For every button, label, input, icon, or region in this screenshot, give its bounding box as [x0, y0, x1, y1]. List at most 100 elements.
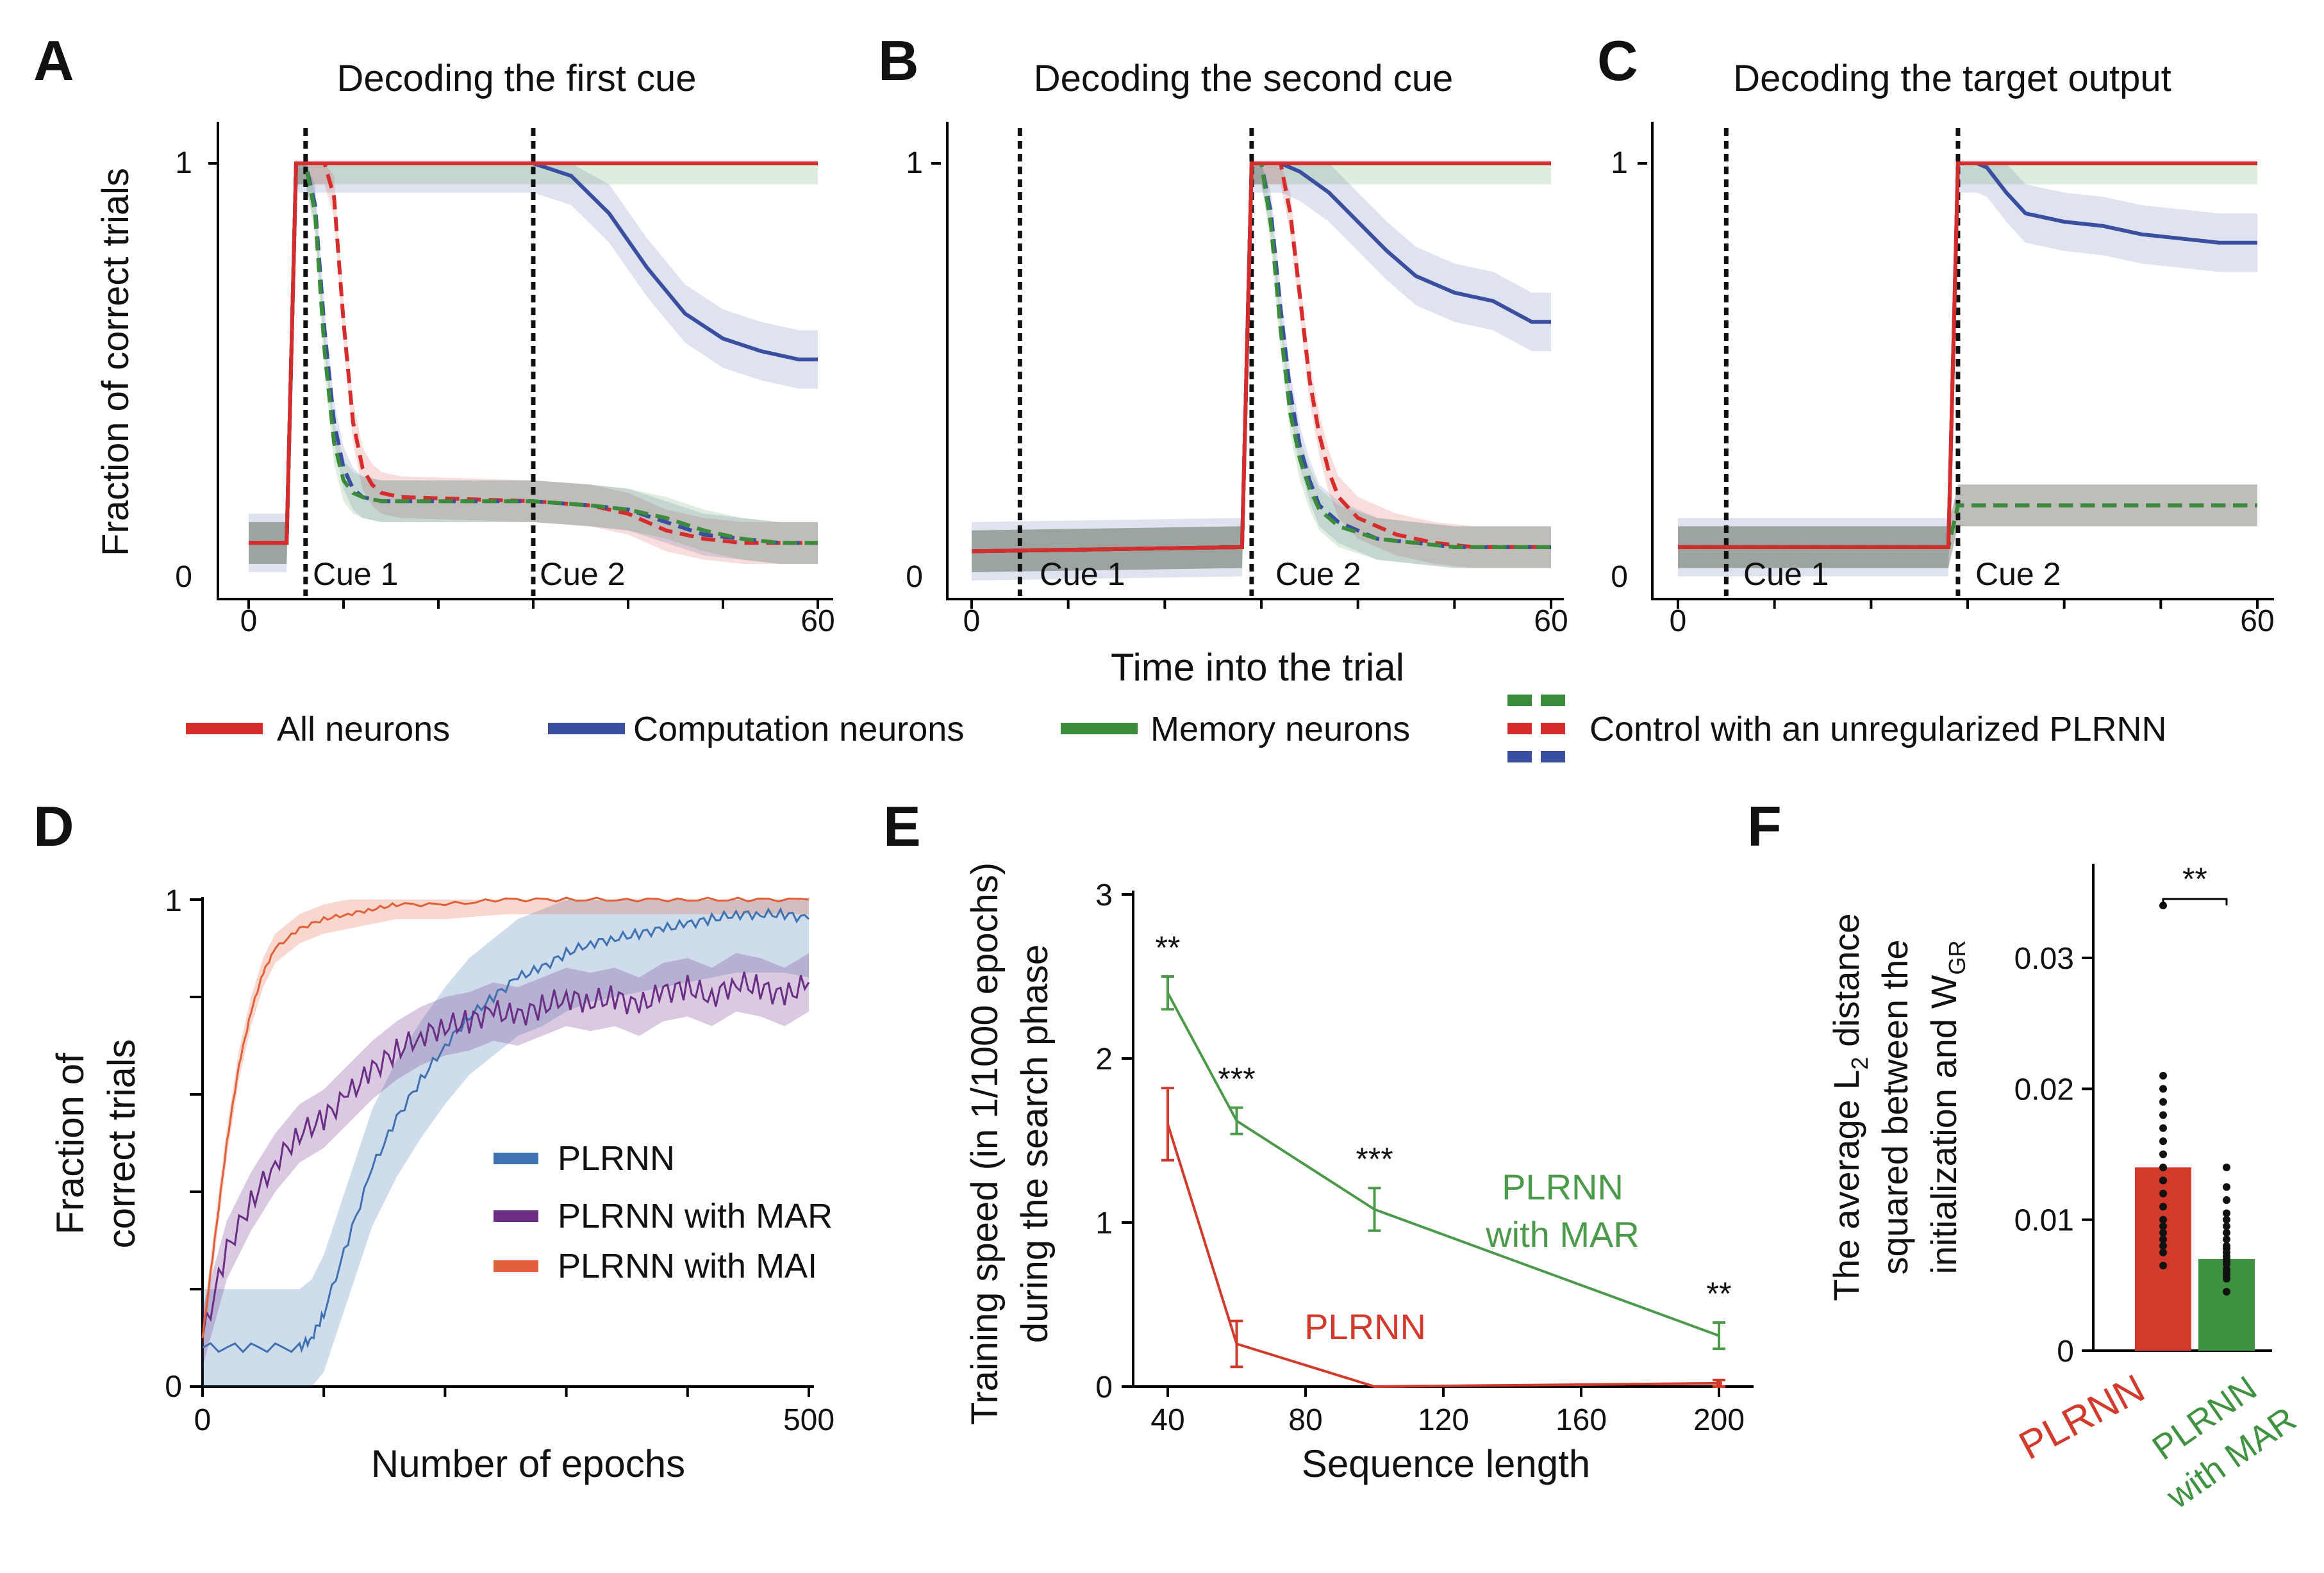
panel-b-letter: B [878, 29, 919, 92]
panel-e-ylabel-line2: during the search phase [1014, 944, 1056, 1343]
panel-f-point [2159, 1229, 2167, 1237]
panel-b-band [972, 163, 1551, 572]
panel-f-point [2159, 1249, 2167, 1256]
panel-b-title: Decoding the second cue [1034, 58, 1454, 99]
panel-e-star-1: *** [1218, 1061, 1255, 1097]
panel-d-letter: D [33, 795, 74, 858]
legend-computation-neurons: Computation neurons [633, 710, 964, 748]
panel-f-bracket [2163, 899, 2227, 905]
top-y-axis-label: Fraction of correct trials [95, 168, 137, 556]
panel-f-point [2159, 1137, 2167, 1145]
panel-f-point [2159, 1216, 2167, 1224]
legend-plrnn-mar: PLRNN with MAR [558, 1197, 833, 1235]
panel-b-xtick-0: 0 [963, 604, 981, 638]
panel-f-point [2223, 1183, 2230, 1191]
panel-e-xlabel: Sequence length [1302, 1442, 1590, 1485]
panel-b-control-line [972, 163, 1551, 551]
panel-f-point [2223, 1223, 2230, 1230]
panel-b-band [972, 163, 1551, 572]
panel-c-letter: C [1597, 29, 1638, 92]
panel-f-letter: F [1747, 795, 1782, 858]
panel-b-control-line [972, 163, 1551, 551]
panel-d-xlabel: Number of epochs [371, 1442, 685, 1485]
panel-b: B Decoding the second cue 0 60 1 0 Cue 1… [878, 29, 1568, 689]
panel-b-band [972, 163, 1551, 572]
panel-a-letter: A [33, 29, 74, 92]
panel-f-point [2159, 1072, 2167, 1080]
panel-f-point [2159, 1124, 2167, 1132]
panel-e-xtick-40: 40 [1150, 1403, 1184, 1437]
panel-f-ylabel-line1: The average L2 distance [1826, 913, 1873, 1301]
panel-f-ytick-0.02: 0.02 [2014, 1073, 2074, 1107]
panel-a-ytick-1: 1 [175, 146, 192, 180]
panel-e-ytick-3: 3 [1095, 878, 1113, 912]
panel-e-line-0 [1168, 1124, 1719, 1387]
panel-b-band [972, 163, 1551, 581]
panel-f-point [2223, 1164, 2230, 1171]
panel-f-point [2159, 1223, 2167, 1230]
panel-f-point [2159, 1262, 2167, 1269]
top-x-axis-label: Time into the trial [1111, 646, 1404, 689]
panel-f-point [2223, 1209, 2230, 1217]
panel-f-ylabel: The average L2 distance squared between … [1826, 913, 1970, 1301]
panel-e-ytick-2: 2 [1095, 1042, 1113, 1076]
panel-e-endpoint [1716, 1380, 1722, 1387]
panel-e-star-2: *** [1356, 1141, 1393, 1177]
panel-f-point [2159, 1203, 2167, 1210]
panel-f-point [2159, 1242, 2167, 1250]
panel-f-point [2223, 1196, 2230, 1204]
panel-f-point [2223, 1275, 2230, 1283]
panel-e-star-0: ** [1156, 930, 1181, 966]
panel-c-ytick-1: 1 [1611, 146, 1628, 180]
panel-a-xtick-60: 60 [801, 604, 834, 638]
panel-b-line-1 [972, 163, 1551, 551]
panel-e-xtick-120: 120 [1418, 1403, 1469, 1437]
panel-a-title: Decoding the first cue [337, 58, 697, 99]
panel-f-ytick-0.01: 0.01 [2014, 1204, 2074, 1238]
panel-a-cue2-label: Cue 2 [540, 556, 625, 592]
panel-a-cue1-label: Cue 1 [313, 556, 398, 592]
panel-d-ylabel-line2: correct trials [100, 1039, 143, 1249]
panel-c: C Decoding the target output 0 60 1 0 Cu… [1597, 29, 2275, 638]
panel-a-xtick-0: 0 [240, 604, 258, 638]
panel-b-ytick-0: 0 [906, 560, 923, 594]
panel-f-ytick-0: 0 [2057, 1335, 2074, 1369]
panel-c-cue2-label: Cue 2 [1975, 556, 2061, 592]
panel-d-legend: PLRNN PLRNN with MAR PLRNN with MAI [494, 1139, 833, 1285]
panel-e-xtick-200: 200 [1693, 1403, 1745, 1437]
panel-b-plot [931, 128, 1551, 609]
figure: A Decoding the first cue 0 60 1 0 Fracti… [0, 0, 2324, 1573]
panel-f-ylabel-line3: initialization and WGR [1923, 941, 1970, 1274]
panel-f-ytick-0.03: 0.03 [2014, 942, 2074, 976]
panel-c-xtick-60: 60 [2240, 604, 2274, 638]
panel-e-xtick-160: 160 [1556, 1403, 1607, 1437]
panel-f-point [2159, 1151, 2167, 1158]
panel-e-label-mar-line2: with MAR [1485, 1214, 1639, 1255]
panel-c-xtick-0: 0 [1670, 604, 1687, 638]
panel-a-ytick-0: 0 [175, 560, 192, 594]
panel-f-xlabel-plrnn: PLRNN [2012, 1366, 2152, 1469]
panel-d-plot [190, 898, 809, 1397]
panel-e-axes [1132, 891, 1754, 1387]
panel-f-star: ** [2182, 861, 2207, 897]
panel-e-plot: 40 80 120 160 2000123********** [1095, 878, 1745, 1437]
panel-b-ytick-1: 1 [906, 146, 923, 180]
panel-f-point [2159, 1098, 2167, 1106]
panel-e-label-mar-line1: PLRNN [1502, 1167, 1623, 1207]
legend-all-neurons: All neurons [277, 710, 450, 748]
panel-a: A Decoding the first cue 0 60 1 0 Fracti… [33, 29, 835, 638]
panel-e-ytick-0: 0 [1095, 1371, 1113, 1404]
panel-c-cue1-label: Cue 1 [1743, 556, 1829, 592]
panel-f-point [2159, 1190, 2167, 1198]
panel-d-xtick-0: 0 [194, 1403, 212, 1437]
panel-d-ytick-0: 0 [165, 1370, 182, 1404]
panel-c-ytick-0: 0 [1611, 560, 1628, 594]
legend-plrnn: PLRNN [558, 1139, 675, 1178]
panel-f-point [2223, 1235, 2230, 1243]
panel-d: D 0 500 1 0 Fraction of correct trials N… [33, 795, 834, 1485]
panel-e-xtick-80: 80 [1288, 1403, 1322, 1437]
panel-f-point [2159, 1235, 2167, 1243]
panel-a-plot [208, 128, 818, 609]
panel-e-letter: E [883, 795, 921, 858]
